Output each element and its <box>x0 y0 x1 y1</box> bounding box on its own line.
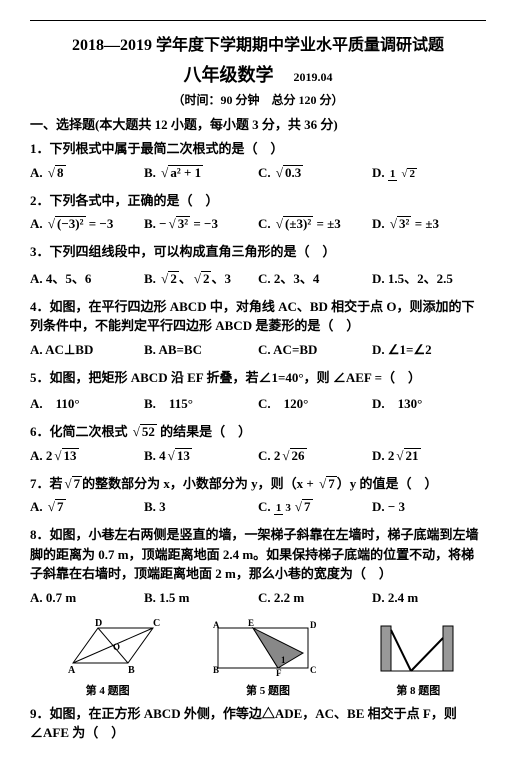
q6-c: C. 226 <box>258 446 372 466</box>
subtitle-row: 八年级数学 2019.04 <box>30 61 486 87</box>
q1-b: B. a² + 1 <box>144 163 258 183</box>
q3-text: 3．下列四组线段中，可以构成直角三角形的是（ ） <box>30 242 486 262</box>
q7-a: A. 7 <box>30 497 144 517</box>
q7-b: B. 3 <box>144 497 258 517</box>
q2-d: D. 3² = ±3 <box>372 214 486 234</box>
svg-text:1: 1 <box>281 655 286 665</box>
q4-options: A. AC⊥BD B. AB=BC C. AC=BD D. ∠1=∠2 <box>30 340 486 360</box>
svg-text:B: B <box>213 665 219 675</box>
page-title: 2018—2019 学年度下学期期中学业水平质量调研试题 <box>30 31 486 55</box>
q4-a: A. AC⊥BD <box>30 340 144 360</box>
q8-d: D. 2.4 m <box>372 588 486 608</box>
q5-b: B. 115° <box>144 391 258 414</box>
q1-d: D. 12 <box>372 163 486 183</box>
subject: 八年级数学 <box>184 61 274 87</box>
fig-q4-label: 第 4 题图 <box>53 682 163 698</box>
q3-a: A. 4、5、6 <box>30 266 144 289</box>
fig-q5-label: 第 5 题图 <box>208 682 328 698</box>
q8-c: C. 2.2 m <box>258 588 372 608</box>
q3-d: D. 1.5、2、2.5 <box>372 266 486 289</box>
figures-row: A D C B O 第 4 题图 A D B C E F 1 第 5 题图 <box>30 618 486 698</box>
fig-q8-label: 第 8 题图 <box>373 682 463 698</box>
q5-c: C. 120° <box>258 391 372 414</box>
q4-b: B. AB=BC <box>144 340 258 360</box>
q3-options: A. 4、5、6 B. 2、2、3 C. 2、3、4 D. 1.5、2、2.5 <box>30 266 486 289</box>
q7-text: 7．若7的整数部分为 x，小数部分为 y，则（x + 7）y 的值是（ ） <box>30 474 486 494</box>
svg-text:A: A <box>68 665 76 676</box>
q3-b: B. 2、2、3 <box>144 266 258 289</box>
q7-options: A. 7 B. 3 C. 137 D. − 3 <box>30 497 486 517</box>
q4-c: C. AC=BD <box>258 340 372 360</box>
svg-text:C: C <box>153 618 160 629</box>
q5-text: 5．如图，把矩形 ABCD 沿 EF 折叠，若∠1=40°，则 ∠AEF =（ … <box>30 368 486 388</box>
q4-d: D. ∠1=∠2 <box>372 340 486 360</box>
q6-b: B. 413 <box>144 446 258 466</box>
fig-q5-svg: A D B C E F 1 <box>208 618 328 678</box>
q6-text: 6．化简二次根式 52 的结果是（ ） <box>30 422 486 442</box>
q5-d: D. 130° <box>372 391 486 414</box>
q1-text: 1．下列根式中属于最简二次根式的是（ ） <box>30 139 486 159</box>
svg-text:O: O <box>113 642 120 652</box>
fig-q4: A D C B O 第 4 题图 <box>53 618 163 698</box>
fig-q8-svg <box>373 618 463 678</box>
q6-options: A. 213 B. 413 C. 226 D. 221 <box>30 446 486 466</box>
fig-q8: 第 8 题图 <box>373 618 463 698</box>
q6-d: D. 221 <box>372 446 486 466</box>
q4-text: 4．如图，在平行四边形 ABCD 中，对角线 AC、BD 相交于点 O，则添加的… <box>30 297 486 336</box>
q1-c: C. 0.3 <box>258 163 372 183</box>
q7-c: C. 137 <box>258 497 372 517</box>
q5-options: A. 110° B. 115° C. 120° D. 130° <box>30 391 486 414</box>
svg-text:D: D <box>310 620 317 630</box>
q1-a: A. 8 <box>30 163 144 183</box>
q2-text: 2．下列各式中，正确的是（ ） <box>30 191 486 211</box>
fig-q5: A D B C E F 1 第 5 题图 <box>208 618 328 698</box>
q8-text: 8．如图，小巷左右两侧是竖直的墙，一架梯子斜靠在左墙时，梯子底端到左墙脚的距离为… <box>30 525 486 584</box>
q5-a: A. 110° <box>30 391 144 414</box>
q8-b: B. 1.5 m <box>144 588 258 608</box>
q2-options: A. (−3)² = −3 B. −3² = −3 C. (±3)² = ±3 … <box>30 214 486 234</box>
exam-date: 2019.04 <box>294 70 333 85</box>
svg-text:C: C <box>310 665 317 675</box>
timing: （时间：90 分钟 总分 120 分） <box>30 91 486 108</box>
q2-b: B. −3² = −3 <box>144 214 258 234</box>
q3-c: C. 2、3、4 <box>258 266 372 289</box>
q2-a: A. (−3)² = −3 <box>30 214 144 234</box>
svg-text:B: B <box>128 665 135 676</box>
fig-q4-svg: A D C B O <box>53 618 163 678</box>
q6-a: A. 213 <box>30 446 144 466</box>
svg-text:E: E <box>248 618 254 628</box>
q7-d: D. − 3 <box>372 497 486 517</box>
q8-options: A. 0.7 m B. 1.5 m C. 2.2 m D. 2.4 m <box>30 588 486 608</box>
q2-c: C. (±3)² = ±3 <box>258 214 372 234</box>
q9-text: 9．如图，在正方形 ABCD 外侧，作等边△ADE，AC、BE 相交于点 F，则… <box>30 704 486 743</box>
section-1-head: 一、选择题(本大题共 12 小题，每小题 3 分，共 36 分) <box>30 114 486 133</box>
svg-text:F: F <box>276 668 282 678</box>
q1-options: A. 8 B. a² + 1 C. 0.3 D. 12 <box>30 163 486 183</box>
svg-text:A: A <box>213 620 220 630</box>
q8-a: A. 0.7 m <box>30 588 144 608</box>
svg-text:D: D <box>95 618 102 629</box>
